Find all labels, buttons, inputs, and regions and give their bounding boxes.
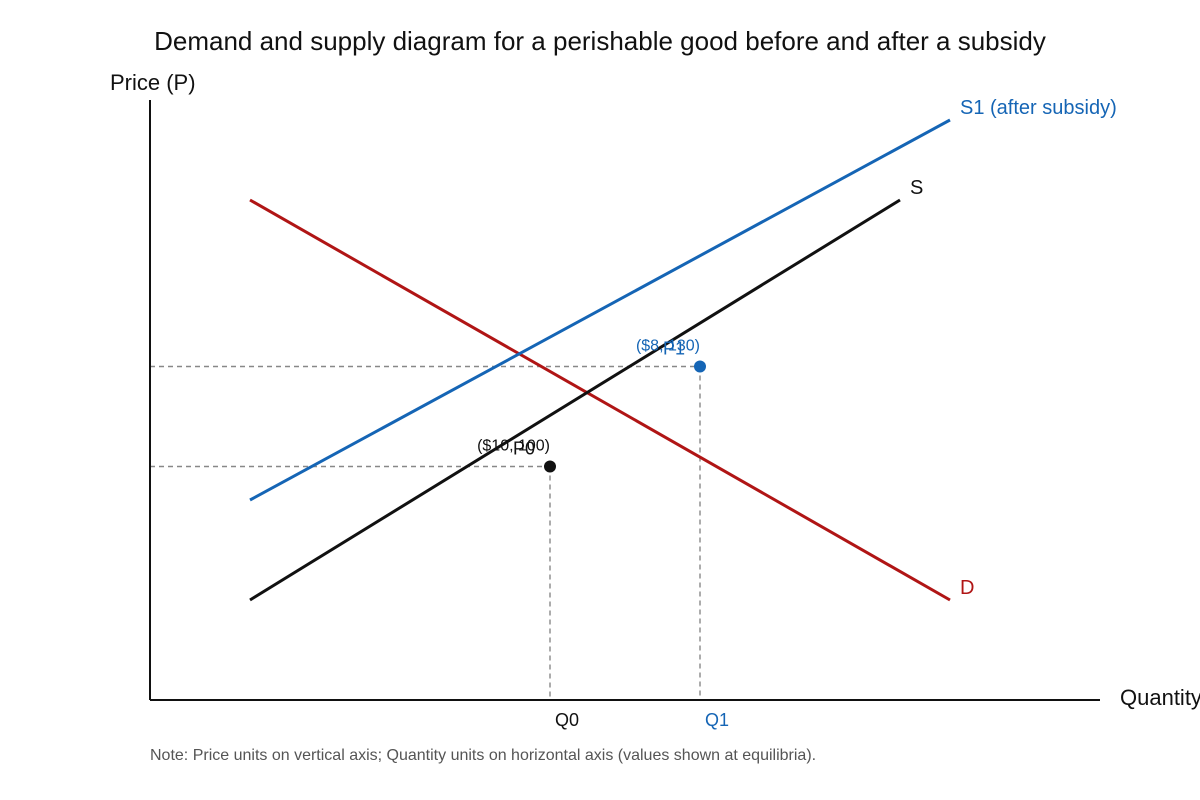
price-label-p0: P0 — [513, 439, 535, 459]
plot-area: D S S1 (after subsidy) ($10, 100)P0 Q0 ($8, 1… — [149, 97, 1117, 730]
curve-label-d: D — [960, 577, 974, 599]
price-label-p1: P1 — [663, 339, 685, 359]
curve-label-s: S — [910, 177, 923, 199]
curve-d — [249, 198, 951, 602]
equilibrium-point-p1 — [694, 360, 706, 373]
y-axis-label: Price (P) — [110, 70, 196, 95]
equilibrium-point-p0 — [544, 460, 556, 473]
curve-s1-after-subsidy — [249, 118, 951, 502]
chart-title: Demand and supply diagram for a perishab… — [154, 26, 1046, 56]
chart-note: Note: Price units on vertical axis; Quan… — [150, 747, 816, 764]
equilibrium-value-p0: ($10, 100) — [477, 438, 550, 455]
curve-label-s1-after-subsidy: S1 (after subsidy) — [960, 97, 1117, 119]
curve-s — [249, 198, 901, 602]
quantity-label-q1: Q1 — [705, 710, 729, 730]
equilibrium-value-p1: ($8, 130) — [636, 338, 700, 355]
x-axis-label: Quantity — [1120, 685, 1200, 710]
quantity-label-q0: Q0 — [555, 710, 579, 730]
